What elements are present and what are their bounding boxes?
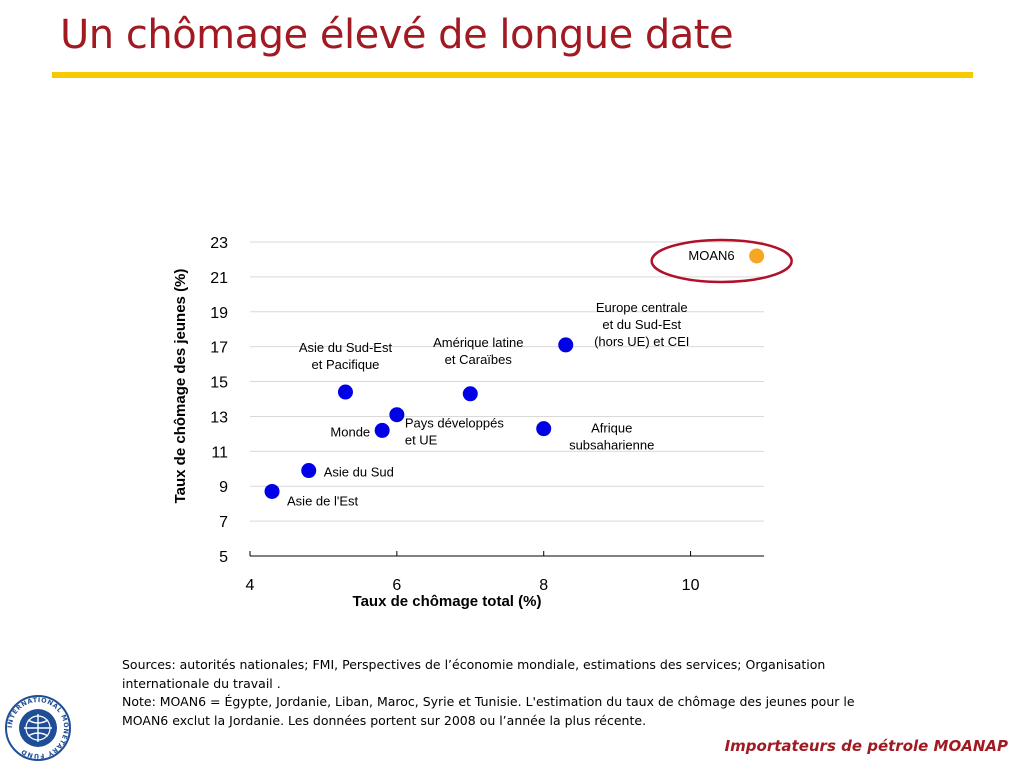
highlight-circle <box>650 238 793 284</box>
data-point <box>301 463 317 479</box>
y-tick-label: 11 <box>211 444 228 461</box>
y-tick-label: 15 <box>210 375 228 392</box>
data-point <box>374 422 390 438</box>
x-tick-label: 10 <box>682 577 700 594</box>
imf-seal-logo: INTERNATIONAL MONETARY FUND <box>5 695 71 761</box>
point-label: Europe centrale et du Sud-Est (hors UE) et… <box>594 300 689 349</box>
data-point <box>337 384 353 400</box>
data-point <box>389 407 405 423</box>
data-point <box>264 483 280 499</box>
y-axis-title: Taux de chômage des jeunes (%) <box>172 269 189 504</box>
y-tick-label: 23 <box>210 235 228 252</box>
footer-label: Importateurs de pétrole MOANAP <box>724 737 1008 755</box>
x-axis-title: Taux de chômage total (%) <box>353 593 542 610</box>
data-point <box>462 386 478 402</box>
data-point <box>558 337 574 353</box>
point-label: Asie de l'Est <box>287 493 359 508</box>
y-tick-label: 7 <box>219 514 228 531</box>
point-label: MOAN6 <box>688 248 734 263</box>
point-label: Asie du Sud <box>324 465 394 480</box>
point-label: Monde <box>330 424 370 439</box>
point-label: Afrique subsaharienne <box>569 421 654 453</box>
scatter-chart: 5 7 9 11 13 15 17 19 21 23 4 6 8 10 Taux de chômage to… <box>172 235 793 610</box>
sources-note: Sources: autorités nationales; FMI, Pers… <box>122 657 826 691</box>
data-point <box>749 248 765 264</box>
source-notes: Sources: autorités nationales; FMI, Pers… <box>122 656 882 730</box>
x-tick-label: 8 <box>539 577 548 594</box>
y-tick-label: 13 <box>210 409 228 426</box>
y-tick-label: 17 <box>210 340 228 357</box>
point-label: Asie du Sud-Est et Pacifique <box>299 340 393 372</box>
x-tick-label: 4 <box>246 577 255 594</box>
x-tick-label: 6 <box>392 577 401 594</box>
y-tick-label: 9 <box>219 479 228 496</box>
y-tick-label: 5 <box>219 549 228 566</box>
point-label: Pays développés et UE <box>405 416 505 448</box>
data-point <box>536 421 552 437</box>
moan6-note: Note: MOAN6 = Égypte, Jordanie, Liban, M… <box>122 694 855 728</box>
point-label: Amérique latine et Caraïbes <box>433 335 523 367</box>
y-tick-label: 21 <box>210 270 228 287</box>
title-underline <box>52 72 973 78</box>
slide-title: Un chômage élevé de longue date <box>60 12 734 58</box>
y-tick-label: 19 <box>210 305 228 322</box>
